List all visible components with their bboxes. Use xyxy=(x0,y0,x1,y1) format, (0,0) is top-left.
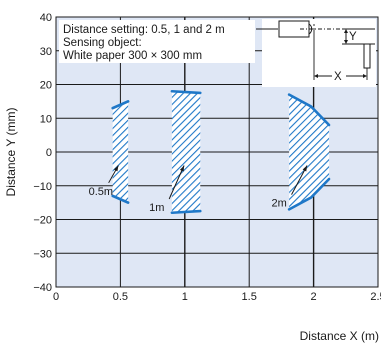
x-tick-label: 2.5 xyxy=(370,291,381,303)
y-tick-label: 0 xyxy=(46,147,52,159)
lower-boundary-2m xyxy=(287,177,331,211)
y-axis-title: Distance Y (mm) xyxy=(4,108,18,197)
sensor-body-icon xyxy=(278,20,310,38)
plot-frame xyxy=(55,16,379,288)
annotation-line-2: Sensing object: xyxy=(63,37,142,49)
annotation-box xyxy=(59,20,255,63)
leader-arrow-1m xyxy=(179,165,185,172)
y-tick-labels: 40 30 20 10 0 −10 −20 −30 −40 xyxy=(33,12,52,294)
leader-arrow-2m xyxy=(302,165,308,172)
series-1m: 1m xyxy=(149,89,202,215)
annotation-line-1: Distance setting: 0.5, 1 and 2 m xyxy=(63,24,225,36)
y-tick-label: 30 xyxy=(40,46,52,58)
lower-boundary-0.5m xyxy=(111,194,130,204)
x-tick-label: 0 xyxy=(53,291,59,303)
y-tick-label: −40 xyxy=(33,282,52,294)
y-tick-label: −10 xyxy=(33,181,52,193)
series-2m: 2m xyxy=(272,93,331,211)
x-tick-label: 0.5 xyxy=(113,291,128,303)
region-0.5m xyxy=(112,101,129,203)
y-tick-label: −20 xyxy=(33,215,52,227)
lower-boundary-1m xyxy=(170,209,202,215)
x-tick-label: 1 xyxy=(182,291,188,303)
series-group: 0.5m 1m 2m xyxy=(89,89,331,215)
upper-boundary-2m xyxy=(287,93,331,127)
series-label-1m: 1m xyxy=(149,202,164,214)
x-tick-label: 2 xyxy=(311,291,317,303)
leader-line-1m xyxy=(168,165,185,200)
y-tick-label: 40 xyxy=(40,12,52,24)
series-0.5m: 0.5m xyxy=(89,100,130,204)
upper-boundary-1m xyxy=(170,89,202,95)
y-tick-label: 20 xyxy=(40,80,52,92)
inset-x-label: X xyxy=(334,71,342,83)
x-tick-label: 1.5 xyxy=(242,291,257,303)
series-label-2m: 2m xyxy=(272,198,287,210)
upper-boundary-0.5m xyxy=(111,100,130,110)
region-1m xyxy=(171,91,201,213)
leader-arrow-0.5m xyxy=(113,165,119,172)
target-object-icon xyxy=(363,43,371,69)
y-tick-label: 10 xyxy=(40,113,52,125)
inset-y-label: Y xyxy=(349,31,357,43)
sensor-inset: Y X xyxy=(256,19,376,87)
annotation-line-3: White paper 300 × 300 mm xyxy=(63,50,202,62)
x-tick-labels: 0 0.5 1 1.5 2 2.5 xyxy=(53,291,381,303)
x-axis-title: Distance X (m) xyxy=(300,329,379,343)
series-label-0.5m: 0.5m xyxy=(89,186,113,198)
y-tick-label: −30 xyxy=(33,248,52,260)
